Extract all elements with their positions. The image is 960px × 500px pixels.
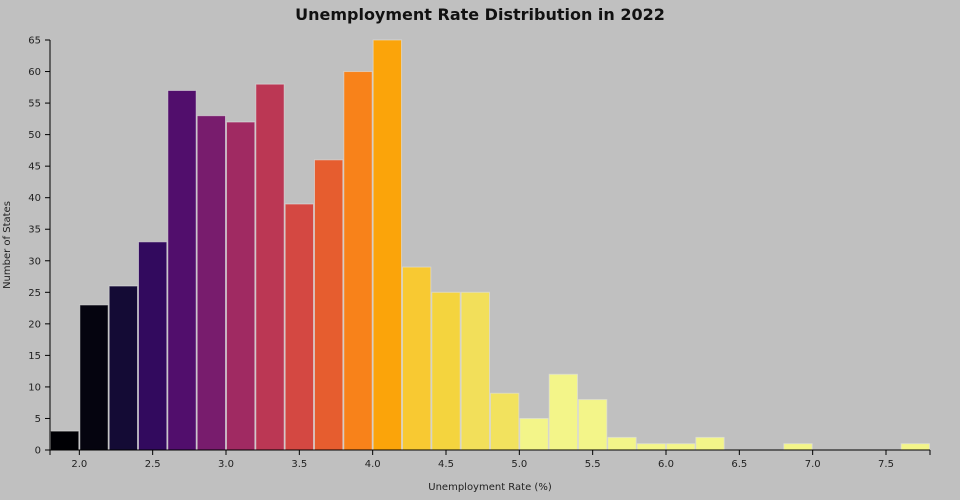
y-tick-label: 40 (28, 193, 41, 204)
histogram-bar (372, 39, 402, 451)
histogram-bar (284, 203, 314, 451)
histogram-bar (226, 121, 256, 451)
histogram-bar (255, 83, 285, 451)
x-tick-label: 6.0 (658, 459, 674, 470)
x-tick-label: 7.5 (878, 459, 894, 470)
histogram-bar (167, 89, 197, 451)
histogram-bar (314, 159, 344, 451)
chart-title: Unemployment Rate Distribution in 2022 (295, 5, 665, 24)
x-tick-label: 4.5 (438, 459, 454, 470)
histogram-bar (666, 443, 696, 451)
y-tick-label: 45 (28, 162, 41, 173)
histogram-bar (519, 417, 549, 451)
x-tick-label: 5.5 (585, 459, 601, 470)
x-tick-label: 5.0 (511, 459, 527, 470)
y-tick-label: 20 (28, 319, 41, 330)
x-axis-label: Unemployment Rate (%) (428, 482, 552, 493)
histogram-bar (50, 430, 80, 451)
y-axis-label: Number of States (2, 201, 13, 289)
y-tick-label: 25 (28, 288, 41, 299)
histogram-bar (607, 436, 637, 451)
y-tick-label: 30 (28, 256, 41, 267)
histogram-bar (343, 71, 373, 451)
y-tick-label: 65 (28, 36, 41, 47)
histogram-bar (490, 392, 520, 451)
x-tick-label: 7.0 (805, 459, 821, 470)
histogram-bar (900, 443, 931, 451)
y-tick-label: 0 (35, 446, 41, 457)
x-tick-label: 6.5 (731, 459, 747, 470)
histogram-bar (578, 399, 608, 451)
histogram-bar (548, 373, 579, 451)
y-tick-label: 55 (28, 99, 41, 110)
histogram-bar (460, 291, 490, 451)
x-tick-label: 2.5 (145, 459, 161, 470)
histogram-bar (79, 304, 109, 451)
x-tick-label: 4.0 (365, 459, 381, 470)
y-tick-label: 15 (28, 351, 41, 362)
y-tick-label: 60 (28, 67, 41, 78)
histogram-bar (695, 436, 725, 451)
y-tick-label: 35 (28, 225, 41, 236)
histogram-bar (783, 443, 813, 451)
y-tick-label: 10 (28, 382, 41, 393)
histogram-bar (138, 241, 168, 451)
histogram-bar (196, 115, 227, 451)
histogram-bar (636, 443, 667, 451)
histogram-bar (402, 266, 432, 451)
y-tick-label: 5 (35, 414, 41, 425)
x-tick-label: 3.5 (291, 459, 307, 470)
x-tick-label: 2.0 (71, 459, 87, 470)
x-tick-label: 3.0 (218, 459, 234, 470)
y-tick-label: 50 (28, 130, 41, 141)
histogram-bar (431, 291, 461, 451)
histogram-bar (108, 285, 138, 451)
